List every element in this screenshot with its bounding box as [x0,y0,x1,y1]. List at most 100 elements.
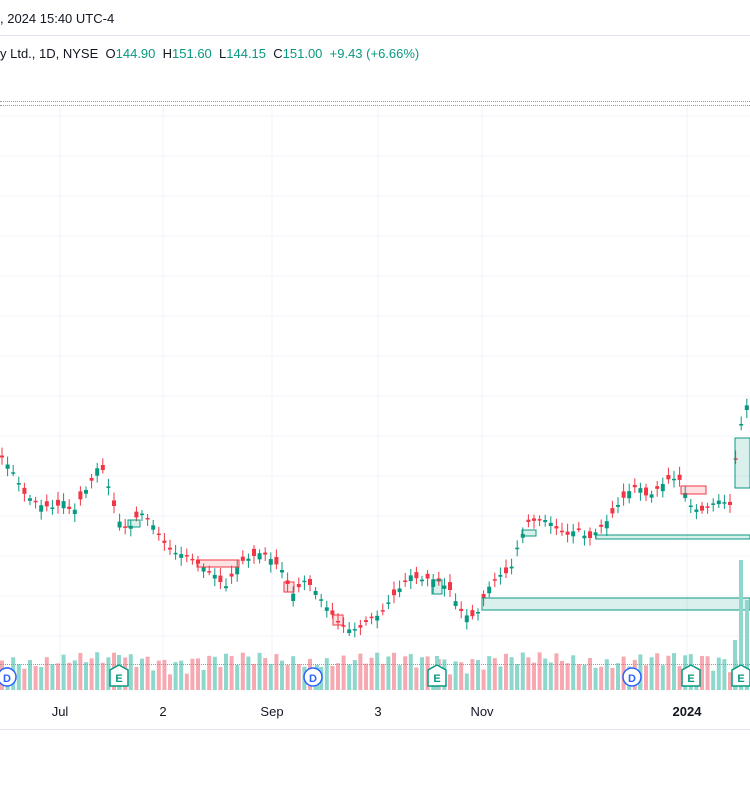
volume-bar [61,654,66,690]
order-block-zone [283,581,295,593]
volume-bar [414,667,419,690]
candle-body [313,590,318,595]
volume-bar [610,668,615,690]
candle-body [509,566,514,569]
volume-bar [151,670,156,690]
dividend-marker[interactable]: D [0,667,17,687]
time-label-jul: Jul [51,704,69,719]
candle-body [498,574,503,577]
volume-bar [330,666,335,690]
volume-bar [593,667,598,690]
volume-bar [352,660,357,690]
dividend-marker-shape [622,667,642,687]
candle-body [649,494,654,498]
earnings-marker[interactable]: E [731,664,750,687]
candle-body [280,570,284,573]
volume-bar [33,666,38,690]
candle-body [302,580,307,583]
candle-body [140,513,144,516]
volume-bar [487,656,492,690]
candle-body [565,531,570,535]
volume-bar [140,658,144,690]
candle-body [358,625,363,628]
candle-body [526,519,531,522]
candle-body [145,517,150,520]
volume-bar [280,660,284,690]
candle-body [179,554,184,558]
candle-body [212,574,217,579]
candle-body [190,558,195,561]
low-value: 144.15 [226,46,267,61]
volume-spike [733,640,737,690]
order-block-zone [127,519,141,528]
candle-body [739,424,744,426]
candle-body [341,625,346,627]
volume-bar [134,666,139,690]
earnings-marker-shape [681,664,701,687]
candle-body [184,555,189,557]
dividend-marker[interactable]: D [303,667,323,687]
chart-top-bar: , 2024 15:40 UTC-4 [0,0,750,36]
earnings-marker-shape [109,664,129,687]
volume-bar [576,664,581,690]
volume-bar [28,659,32,690]
volume-bar [207,655,212,690]
volume-bar [481,669,486,690]
volume-bar [291,656,296,690]
volume-bar [543,658,548,690]
candle-body [308,578,312,585]
volume-bar [285,665,290,690]
dividend-marker[interactable]: D [622,667,642,687]
earnings-marker[interactable]: E [681,664,701,687]
volume-bar [722,659,727,690]
candle-body [56,499,60,506]
volume-bar [190,658,195,690]
pane-separator-top[interactable] [0,101,750,102]
candle-body [380,610,385,612]
dividend-marker-shape [303,667,323,687]
candle-body [728,501,732,505]
ohlc-legend[interactable]: y Ltd., 1D, NYSE O144.90 H151.60 L144.15… [0,46,419,64]
candle-body [504,567,508,574]
volume-bar [660,665,665,690]
volume-spike [745,600,749,690]
volume-bar [184,673,189,690]
candle-body [425,573,430,579]
symbol-description[interactable]: y Ltd., 1D, NYSE [0,46,99,61]
volume-bar [145,656,150,690]
order-block-zone [332,614,344,626]
volume-bar [728,672,732,690]
candle-body [744,405,749,411]
candle-body [173,552,178,555]
candle-body [224,586,228,589]
volume-bar [655,653,660,690]
volume-bar [78,652,83,690]
candle-body [476,612,480,614]
volume-bar [212,656,217,690]
candle-body [324,607,329,611]
volume-pane-separator[interactable] [0,664,750,665]
volume-bar [554,653,559,690]
candle-body [162,540,167,543]
candle-body [576,528,581,530]
volume-bar [274,654,279,690]
volume-bar [408,654,413,690]
volume-bar [705,656,710,690]
time-label-aug: 2 [159,704,167,719]
volume-bar [22,668,27,690]
candle-body [515,547,520,550]
volume-bar [201,670,206,690]
candle-body [291,593,296,602]
candle-body [156,533,161,536]
candle-body [347,629,352,634]
time-label-nov: Nov [470,704,494,719]
volume-bar [548,662,553,690]
candle-body [95,468,100,476]
volume-bar [492,658,497,690]
volume-bar [128,654,133,690]
candle-body [364,620,368,622]
candle-body [414,572,419,579]
earnings-marker[interactable]: E [109,664,129,687]
earnings-marker[interactable]: E [427,664,447,687]
